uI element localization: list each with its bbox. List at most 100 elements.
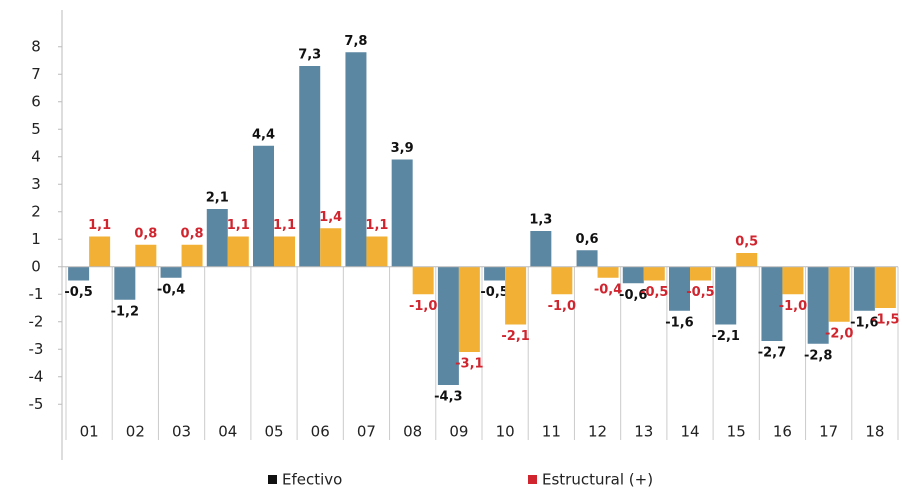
y-tick-label: 2 [31,202,41,220]
bar [458,266,480,352]
x-tick-label: 05 [264,423,283,441]
value-label: 3,9 [391,141,414,156]
y-tick-label: 4 [31,147,41,165]
x-tick-label: 08 [403,423,422,441]
bar [89,236,111,267]
value-label: -0,4 [157,282,185,297]
y-tick-label: -4 [29,367,44,385]
value-label: -0,5 [686,285,714,300]
bar [761,266,783,341]
x-tick-label: 11 [542,423,561,441]
bar [530,231,552,267]
bar [160,266,182,278]
value-label: 0,6 [576,232,599,247]
value-label: 1,1 [273,218,296,233]
x-tick-label: 06 [311,423,330,441]
y-tick-label: 0 [31,257,41,275]
bar [669,266,690,311]
bar [181,244,203,267]
bar [874,266,896,308]
x-tick-label: 02 [126,423,145,441]
value-label: -0,6 [619,288,647,303]
bar [782,266,804,295]
value-label: -2,7 [758,346,786,361]
y-tick-label: -2 [29,312,44,330]
bar [135,244,157,267]
x-tick-label: 14 [680,423,699,441]
value-label: 7,8 [344,34,367,49]
value-label: 0,8 [181,226,204,241]
bar [807,266,829,344]
bar [345,52,367,267]
y-tick-label: -1 [29,285,44,303]
bar [484,266,506,281]
bar [736,253,758,267]
value-label: -0,5 [480,285,508,300]
bar [643,266,665,281]
bar [715,266,737,325]
bar [114,266,136,300]
bar [391,159,413,267]
y-tick-label: 7 [31,65,41,83]
x-tick-label: 12 [588,423,607,441]
value-label: -3,1 [455,357,483,372]
x-tick-label: 09 [449,423,468,441]
x-tick-label: 15 [727,423,746,441]
bar [828,266,850,322]
bar [206,209,228,267]
bar [366,236,388,267]
x-tick-label: 04 [218,423,237,441]
value-label: 7,3 [298,48,321,63]
value-label: 0,8 [134,226,157,241]
value-label: -0,5 [64,285,92,300]
bar [551,266,573,295]
value-label: -2,8 [804,348,832,363]
bar [505,266,527,325]
value-label: -4,3 [434,390,462,405]
value-label: -2,1 [501,329,529,344]
x-tick-label: 03 [172,423,191,441]
value-label: -2,0 [825,326,853,341]
legend-marker [268,475,277,484]
x-tick-label: 18 [865,423,884,441]
value-label: -1,6 [850,315,878,330]
bar [437,266,459,385]
legend-label: Efectivo [282,471,342,489]
bar [68,266,90,281]
bar [622,266,644,284]
value-label: 2,1 [206,191,229,206]
x-tick-label: 01 [80,423,99,441]
y-tick-label: -5 [29,395,44,413]
bar [227,236,249,267]
legend-label: Estructural (+) [542,471,653,489]
x-tick-label: 07 [357,423,376,441]
value-label: -1,0 [779,299,807,314]
value-label: -0,4 [594,282,622,297]
y-tick-label: 5 [31,120,41,138]
value-label: 1,1 [227,218,250,233]
x-tick-label: 10 [496,423,515,441]
y-tick-label: -3 [29,340,44,358]
value-label: -1,0 [409,299,437,314]
x-tick-label: 13 [634,423,653,441]
value-label: -1,5 [871,313,899,328]
value-label: -1,0 [548,299,576,314]
bar [274,236,295,267]
bar [690,266,711,281]
value-label: 1,1 [88,218,111,233]
value-label: -1,2 [111,304,139,319]
bar [253,145,274,267]
value-label: 1,4 [319,210,342,225]
bar [412,266,434,295]
bar [576,250,598,267]
x-tick-label: 16 [773,423,792,441]
value-label: 1,3 [529,213,552,228]
legend-marker [528,475,537,484]
value-label: 0,5 [735,235,758,250]
value-label: -0,5 [640,285,668,300]
bar [853,266,875,311]
y-tick-label: 6 [31,92,41,110]
value-label: -2,1 [712,329,740,344]
value-label: -1,6 [665,315,693,330]
